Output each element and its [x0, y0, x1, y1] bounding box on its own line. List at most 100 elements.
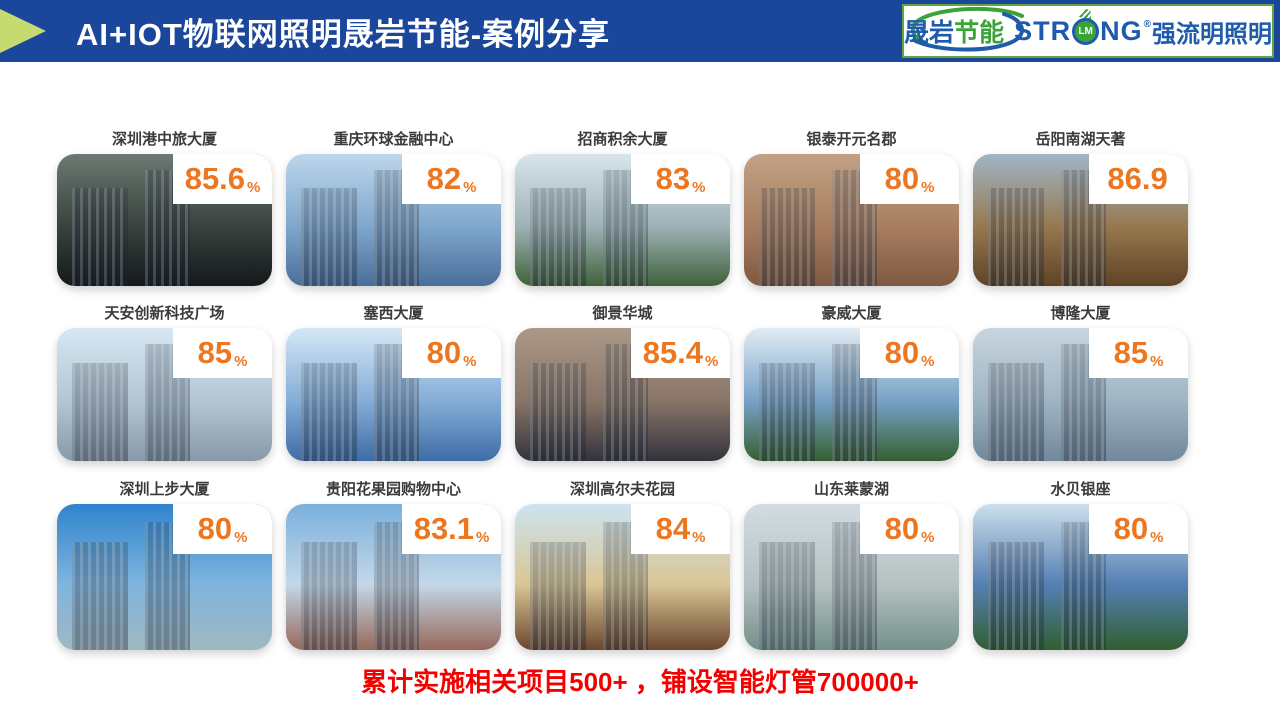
building-photo: 86.9 [973, 154, 1188, 286]
saving-percent-value: 82 [426, 161, 462, 196]
shengyan-orbit-icon [910, 7, 1024, 52]
building-silhouette-icon [759, 541, 815, 650]
energy-saving-percent-badge: 85 % [1089, 328, 1188, 378]
case-card: 天安创新科技广场 85 % [57, 304, 272, 461]
strong-logo-o: LM [1072, 17, 1100, 45]
building-name: 贵阳花果园购物中心 [325, 481, 461, 498]
building-silhouette-icon [988, 362, 1044, 461]
building-photo: 84 % [515, 504, 730, 650]
building-name: 银泰开元名郡 [806, 131, 897, 148]
percent-sign: % [463, 353, 477, 370]
strong-logo: STR LM NG ® 强流明照明 [1014, 14, 1272, 49]
energy-saving-percent-badge: 85.6 % [173, 154, 272, 204]
building-silhouette-icon [72, 188, 128, 286]
building-photo: 85 % [973, 328, 1188, 461]
building-silhouette-icon [530, 188, 586, 286]
case-row-1: 深圳港中旅大厦 85.6 % 重庆环球金融中心 82 % 招商积余大厦 [57, 130, 1188, 286]
building-silhouette-icon [530, 541, 586, 650]
saving-percent-value: 80 [426, 335, 462, 370]
slide-title: AI+IOT物联网照明晟岩节能-案例分享 [76, 16, 611, 52]
building-photo: 80 % [744, 504, 959, 650]
building-photo: 80 % [744, 328, 959, 461]
case-card: 贵阳花果园购物中心 83.1 % [286, 480, 501, 650]
percent-sign: % [705, 353, 719, 370]
energy-saving-percent-badge: 85 % [173, 328, 272, 378]
case-card: 银泰开元名郡 80 % [744, 130, 959, 286]
case-card: 御景华城 85.4 % [515, 304, 730, 461]
building-silhouette-icon [988, 188, 1044, 286]
percent-sign: % [463, 179, 477, 196]
building-name: 御景华城 [592, 305, 653, 322]
energy-saving-percent-badge: 80 % [860, 504, 959, 554]
building-name: 岳阳南湖天著 [1035, 131, 1126, 148]
building-silhouette-icon [301, 188, 357, 286]
logo-box: 晟岩 节能 STR LM NG ® 强流明照明 [902, 4, 1274, 58]
shengyan-logo: 晟岩 节能 [904, 7, 1024, 55]
energy-saving-percent-badge: 86.9 [1089, 154, 1188, 204]
saving-percent-value: 86.9 [1107, 161, 1168, 196]
building-name: 深圳上步大厦 [119, 481, 210, 498]
case-card: 重庆环球金融中心 82 % [286, 130, 501, 286]
building-name: 博隆大厦 [1050, 305, 1111, 322]
case-card: 水贝银座 80 % [973, 480, 1188, 650]
building-photo: 85.4 % [515, 328, 730, 461]
energy-saving-percent-badge: 80 % [860, 328, 959, 378]
strong-logo-suffix: NG [1100, 15, 1143, 46]
case-card: 塞西大厦 80 % [286, 304, 501, 461]
summary-statistic: 累计实施相关项目500+ ，铺设智能灯管700000+ [361, 667, 919, 697]
building-silhouette-icon [759, 362, 815, 461]
case-card: 山东莱蒙湖 80 % [744, 480, 959, 650]
building-silhouette-icon [759, 188, 815, 286]
saving-percent-value: 85 [1113, 335, 1149, 370]
percent-sign: % [692, 529, 706, 546]
building-name: 水贝银座 [1050, 481, 1111, 498]
energy-saving-percent-badge: 80 % [1089, 504, 1188, 554]
energy-saving-percent-badge: 80 % [173, 504, 272, 554]
building-silhouette-icon [301, 362, 357, 461]
building-photo: 85.6 % [57, 154, 272, 286]
building-photo: 82 % [286, 154, 501, 286]
building-photo: 80 % [744, 154, 959, 286]
percent-sign: % [1150, 353, 1164, 370]
saving-percent-value: 83.1 [413, 511, 475, 546]
case-row-2: 天安创新科技广场 85 % 塞西大厦 80 % 御景华城 85.4 [57, 304, 1188, 461]
building-silhouette-icon [301, 541, 357, 650]
building-silhouette-icon [530, 362, 586, 461]
saving-percent-value: 80 [1113, 511, 1149, 546]
building-photo: 85 % [57, 328, 272, 461]
building-photo: 83 % [515, 154, 730, 286]
building-name: 重庆环球金融中心 [333, 131, 454, 148]
strong-logo-cn-text: 强流明照明 [1152, 20, 1272, 48]
percent-sign: % [247, 179, 261, 196]
building-name: 山东莱蒙湖 [813, 481, 889, 498]
saving-percent-value: 85.6 [184, 161, 246, 196]
shengyan-logo-text-green: 节能 [954, 19, 1005, 47]
slide-header: AI+IOT物联网照明晟岩节能-案例分享 晟岩 节能 STR LM NG ® 强流… [0, 0, 1280, 62]
building-name: 深圳港中旅大厦 [111, 131, 217, 148]
saving-percent-value: 80 [884, 511, 920, 546]
building-name: 天安创新科技广场 [104, 305, 225, 322]
case-card: 深圳港中旅大厦 85.6 % [57, 130, 272, 286]
case-card: 豪威大厦 80 % [744, 304, 959, 461]
saving-percent-value: 85.4 [642, 335, 704, 370]
percent-sign: % [921, 179, 935, 196]
building-silhouette-icon [72, 362, 128, 461]
percent-sign: % [1150, 529, 1164, 546]
saving-percent-value: 83 [655, 161, 691, 196]
case-card: 博隆大厦 85 % [973, 304, 1188, 461]
energy-saving-percent-badge: 83 % [631, 154, 730, 204]
header-arrow-icon [0, 9, 46, 53]
energy-saving-percent-badge: 82 % [402, 154, 501, 204]
saving-percent-value: 80 [197, 511, 233, 546]
building-silhouette-icon [988, 541, 1044, 650]
strong-lm-circle-icon: LM [1072, 17, 1100, 45]
case-card: 深圳上步大厦 80 % [57, 480, 272, 650]
case-card: 招商积余大厦 83 % [515, 130, 730, 286]
saving-percent-value: 80 [884, 161, 920, 196]
building-name: 塞西大厦 [363, 305, 424, 322]
case-card: 岳阳南湖天著 86.9 [973, 130, 1188, 286]
saving-percent-value: 85 [197, 335, 233, 370]
percent-sign: % [234, 529, 248, 546]
building-photo: 83.1 % [286, 504, 501, 650]
